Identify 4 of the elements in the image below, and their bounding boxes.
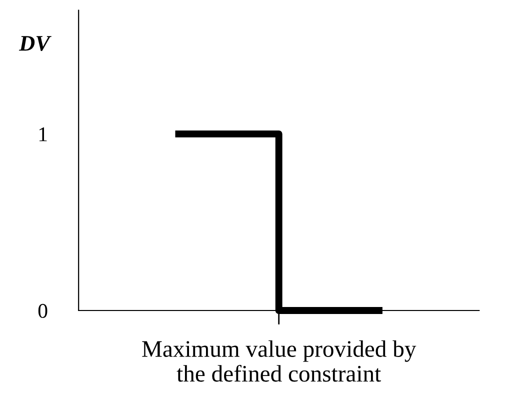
x-axis-title: Maximum value provided by the defined constraint [142, 340, 416, 382]
y-tick-label: 0 [38, 304, 48, 318]
y-tick-label: 1 [39, 127, 47, 142]
y-axis-title: DV [18, 36, 52, 51]
